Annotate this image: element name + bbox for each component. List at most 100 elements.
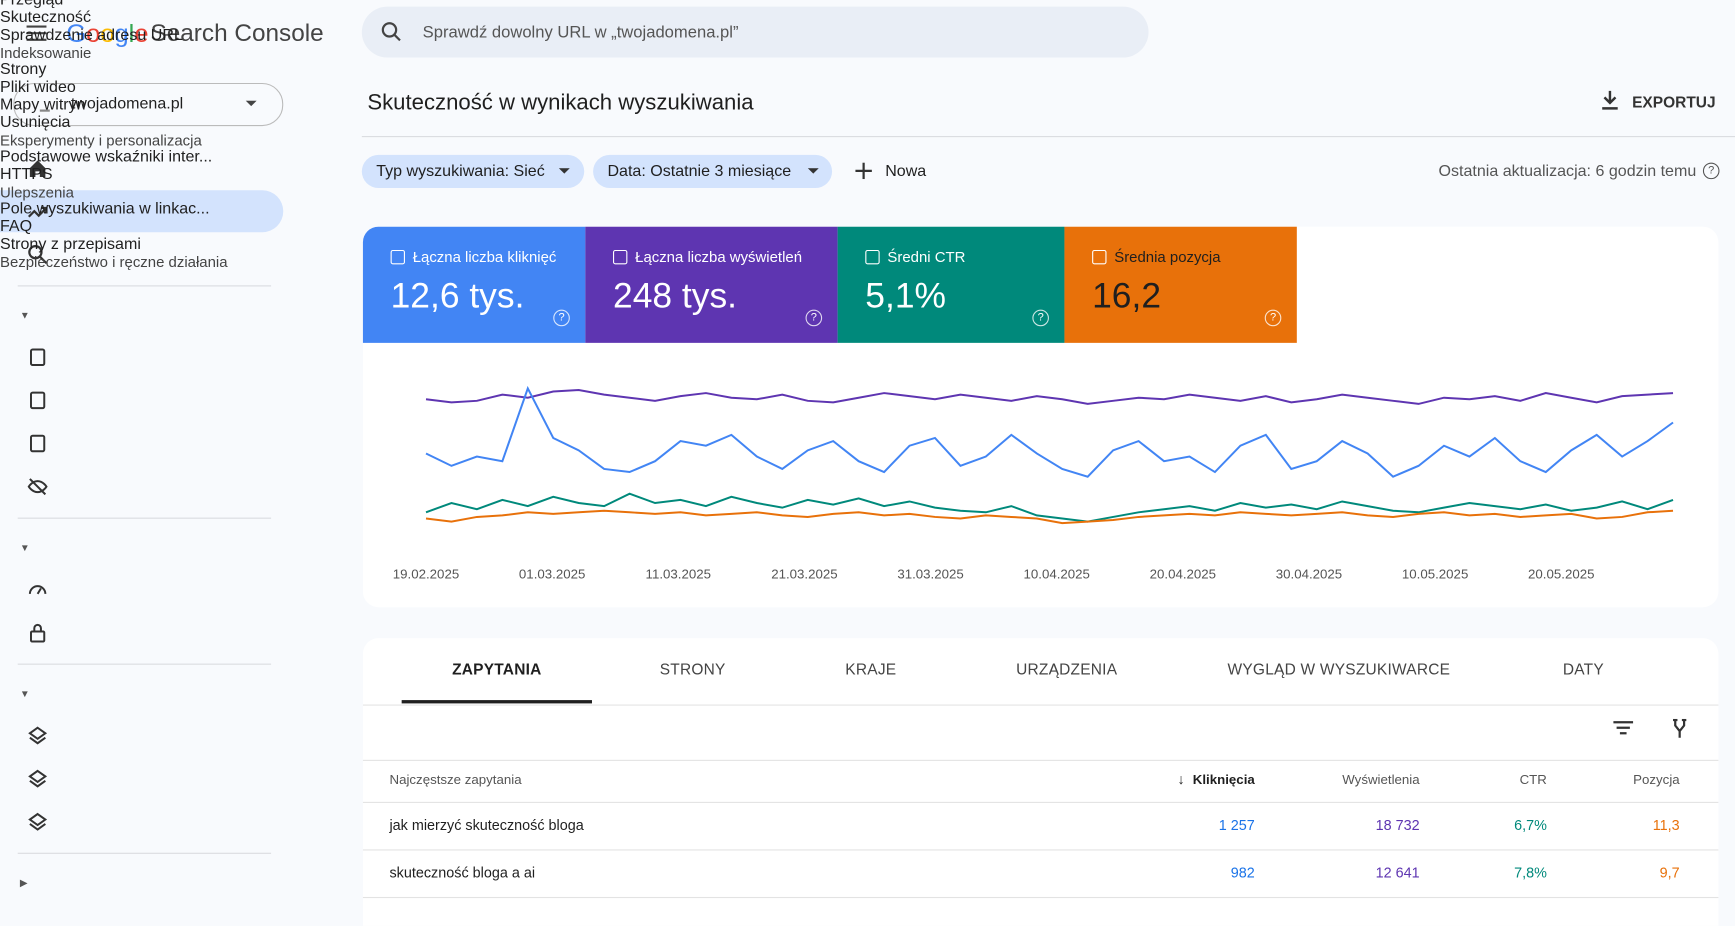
table-cell: 18 732	[1375, 816, 1420, 834]
tab[interactable]: WYGLĄD W WYSZUKIWARCE	[1227, 660, 1451, 678]
section-title[interactable]: Bezpieczeństwo i ręczne działania	[0, 253, 228, 271]
last-update: Ostatnia aktualizacja: 6 godzin temu	[1438, 162, 1697, 181]
nav-item[interactable]: Strony	[0, 60, 47, 79]
section-title[interactable]: Eksperymenty i personalizacja	[0, 132, 202, 149]
nav-icon	[28, 812, 48, 831]
metric-card[interactable]: Łączna liczba wyświetleń 248 tys.?	[585, 226, 838, 343]
nav-icon	[29, 434, 46, 453]
filter-chip[interactable]: Data: Ostatnie 3 miesiące	[593, 154, 833, 189]
google-logo: Google	[66, 18, 149, 48]
nav-item[interactable]: Strony z przepisami	[0, 235, 141, 254]
checkbox	[390, 249, 405, 265]
nav-item[interactable]: Sprawdzenie adresu URL	[0, 26, 183, 45]
x-tick-label: 11.03.2025	[646, 566, 711, 581]
section-title[interactable]: Ulepszenia	[0, 184, 74, 201]
property-selector[interactable]: twojadomena.pl	[13, 82, 284, 127]
nav-icon	[27, 478, 48, 496]
table-card	[362, 638, 1719, 926]
nav-item[interactable]: Przegląd	[0, 0, 64, 9]
search-icon	[381, 22, 401, 42]
series-line	[425, 385, 1674, 478]
x-tick-label: 20.05.2025	[1528, 566, 1594, 581]
menu-icon[interactable]	[25, 22, 47, 44]
divider	[17, 663, 272, 665]
column-header[interactable]: Kliknięcia	[1192, 771, 1255, 788]
nav-icon	[28, 726, 48, 745]
x-tick-label: 21.03.2025	[771, 566, 837, 581]
series-line	[425, 509, 1674, 525]
table-cell: skuteczność bloga a ai	[389, 864, 536, 881]
new-filter[interactable]: Nowa	[885, 162, 927, 181]
search-placeholder: Sprawdź dowolny URL w „twojadomena.pl”	[422, 23, 739, 43]
sort-arrow: ↓	[1177, 770, 1185, 788]
help-icon: ?	[1032, 309, 1049, 327]
filter-chip[interactable]: Typ wyszukiwania: Sieć	[361, 154, 585, 189]
plus-icon	[855, 162, 872, 180]
nav-item[interactable]: Pole wyszukiwania w linkac...	[0, 200, 210, 218]
nav-item[interactable]: Usunięcia	[0, 113, 71, 132]
divider	[362, 759, 1719, 761]
section-title[interactable]: Indeksowanie	[0, 44, 92, 62]
section-arrow: ▼	[19, 541, 30, 553]
product-name: Search Console	[150, 18, 324, 47]
search-bar[interactable]: Sprawdź dowolny URL w „twojadomena.pl”	[361, 6, 1149, 58]
columns-icon[interactable]	[1671, 718, 1689, 739]
nav-item[interactable]: HTTPS	[0, 165, 53, 184]
checkbox	[613, 249, 628, 265]
nav-item[interactable]: Mapy witryn	[0, 96, 86, 114]
nav-icon	[28, 244, 48, 265]
filter-label: Data: Ostatnie 3 miesiące	[607, 162, 792, 181]
metric-card[interactable]: Łączna liczba kliknięć 12,6 tys.?	[362, 226, 586, 343]
x-tick-label: 30.04.2025	[1276, 566, 1342, 581]
section-arrow: ▼	[19, 309, 30, 321]
dropdown-arrow	[558, 168, 570, 174]
help-icon: ?	[805, 309, 823, 327]
x-tick-label: 20.04.2025	[1150, 566, 1216, 581]
table-cell: 9,7	[1659, 864, 1680, 881]
metric-card[interactable]: Średnia pozycja 16,2?	[1064, 226, 1297, 343]
metric-card[interactable]: Średni CTR 5,1%?	[837, 226, 1065, 343]
nav-item[interactable]: Skuteczność	[0, 8, 91, 27]
nav-icon	[29, 348, 46, 366]
table-cell: 1 257	[1218, 816, 1255, 834]
export-icon	[1602, 90, 1618, 110]
page-title: Skuteczność w wynikach wyszukiwania	[367, 90, 754, 116]
x-tick-label: 01.03.2025	[519, 566, 585, 581]
nav-item[interactable]: FAQ	[0, 217, 33, 236]
metric-label: Łączna liczba kliknięć	[412, 248, 557, 266]
nav-icon	[29, 391, 46, 410]
series-line	[425, 492, 1674, 523]
help-icon[interactable]: ?	[1702, 162, 1720, 180]
metric-value: 16,2	[1092, 275, 1162, 316]
table-cell: 982	[1230, 864, 1255, 881]
nav-item[interactable]: Pliki wideo	[0, 78, 76, 97]
column-header[interactable]: Pozycja	[1633, 771, 1680, 788]
column-header[interactable]: CTR	[1519, 771, 1547, 788]
tab[interactable]: URZĄDZENIA	[1016, 660, 1118, 678]
divider	[17, 852, 272, 854]
table-cell: 11,3	[1652, 816, 1680, 834]
filter-icon[interactable]	[1613, 720, 1634, 735]
column-header[interactable]: Wyświetlenia	[1342, 771, 1420, 788]
export-button[interactable]: EXPORTUJ	[1632, 92, 1716, 111]
divider	[17, 517, 272, 519]
tab[interactable]: DATY	[1562, 660, 1604, 678]
tab[interactable]: STRONY	[659, 660, 726, 678]
nav-item[interactable]: Podstawowe wskaźniki inter...	[0, 148, 213, 166]
nav-icon	[28, 585, 47, 595]
column-header[interactable]: Najczęstsze zapytania	[389, 771, 522, 788]
x-tick-label: 10.04.2025	[1023, 566, 1089, 581]
x-tick-label: 10.05.2025	[1402, 566, 1468, 581]
metric-value: 5,1%	[865, 275, 946, 316]
nav-icon	[29, 623, 46, 643]
divider	[361, 136, 1735, 138]
divider	[362, 704, 1719, 706]
property-name: twojadomena.pl	[70, 95, 184, 113]
tab[interactable]: KRAJE	[845, 660, 897, 678]
series-line	[425, 388, 1674, 405]
nav-icon	[28, 769, 48, 788]
metric-value: 248 tys.	[613, 275, 737, 316]
metric-label: Łączna liczba wyświetleń	[635, 248, 803, 266]
tab[interactable]: ZAPYTANIA	[452, 660, 542, 678]
table-cell: jak mierzyć skuteczność bloga	[389, 816, 584, 834]
